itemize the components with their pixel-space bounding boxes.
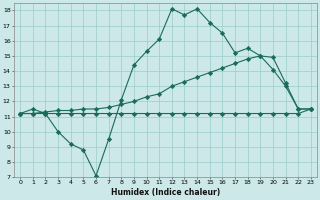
X-axis label: Humidex (Indice chaleur): Humidex (Indice chaleur) — [111, 188, 220, 197]
